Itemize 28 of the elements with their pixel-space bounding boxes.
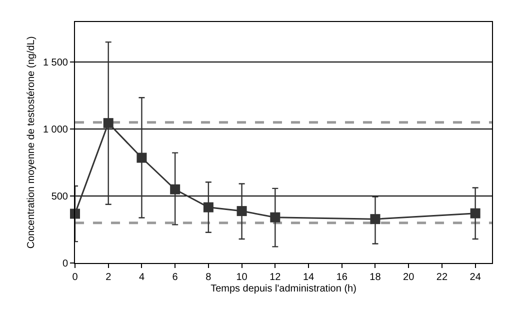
point [203, 202, 214, 212]
y-tick-label: 1 000 [42, 124, 68, 136]
y-axis-title: Concentration moyenne de testostérone (ng/dL) [26, 36, 37, 249]
x-tick-label: 22 [436, 272, 448, 283]
x-tick-label: 6 [172, 272, 178, 283]
x-tick-label: 24 [470, 272, 482, 283]
point [136, 152, 147, 163]
point [270, 212, 280, 222]
y-tick-label: 500 [51, 192, 68, 203]
point [70, 208, 80, 219]
x-tick-label: 12 [270, 272, 282, 283]
x-tick-label: 10 [236, 272, 248, 283]
x-tick-label: 18 [370, 272, 382, 283]
x-tick-label: 2 [106, 272, 112, 283]
point [370, 214, 380, 224]
x-tick-label: 0 [72, 272, 78, 283]
x-tick-label: 8 [206, 272, 212, 283]
x-tick-label: 14 [302, 272, 315, 283]
point [470, 208, 480, 218]
y-tick-label: 1 500 [42, 58, 68, 69]
x-axis-title: Temps depuis l'administration (h) [210, 284, 356, 294]
point [170, 184, 180, 194]
point [103, 118, 114, 128]
point [236, 206, 247, 216]
x-tick-label: 4 [138, 272, 145, 283]
x-tick-label: 20 [403, 272, 415, 283]
x-tick-label: 16 [336, 272, 348, 283]
y-tick-label: 0 [62, 258, 68, 270]
